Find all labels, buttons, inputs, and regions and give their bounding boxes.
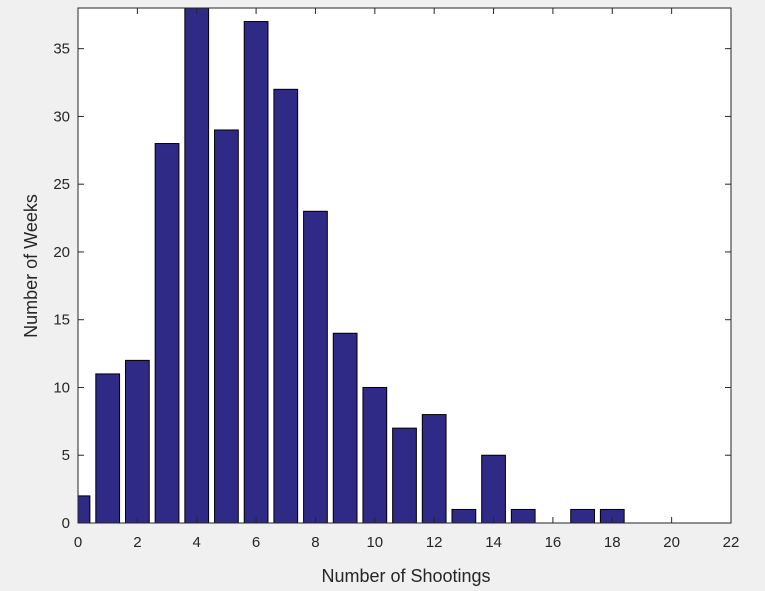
bar-0 xyxy=(77,495,91,524)
x-tick-label: 6 xyxy=(252,534,260,551)
bar-11 xyxy=(392,427,417,524)
bar-3 xyxy=(154,143,180,524)
bar-15 xyxy=(510,508,536,524)
x-tick-label: 14 xyxy=(485,534,502,551)
bar-7 xyxy=(273,88,299,524)
bar-1 xyxy=(95,373,121,524)
y-tick-label: 15 xyxy=(53,312,70,329)
ticks-group: 0 2 4 6 8 10 12 14 16 18 20 22 0 5 10 15 20 25 30 35 xyxy=(53,8,739,551)
x-tick-label: 4 xyxy=(193,534,201,551)
x-tick-label: 10 xyxy=(366,534,383,551)
x-tick-label: 8 xyxy=(311,534,319,551)
x-tick-label: 18 xyxy=(604,534,621,551)
bar-4 xyxy=(184,7,210,524)
x-tick-label: 0 xyxy=(74,534,82,551)
bar-12 xyxy=(421,414,447,524)
bar-8 xyxy=(303,210,328,524)
y-axis-label: Number of Weeks xyxy=(21,194,41,338)
x-axis-label: Number of Shootings xyxy=(321,566,490,586)
y-tick-label: 0 xyxy=(62,515,70,532)
x-tick-label: 20 xyxy=(663,534,680,551)
x-tick-label: 12 xyxy=(426,534,443,551)
bar-13 xyxy=(451,508,477,524)
bar-10 xyxy=(362,386,388,524)
y-tick-label: 10 xyxy=(53,379,70,396)
y-tick-label: 25 xyxy=(53,176,70,193)
y-tick-label: 35 xyxy=(53,41,70,58)
y-tick-label: 5 xyxy=(62,447,70,464)
bar-5 xyxy=(214,129,239,524)
bar-6 xyxy=(243,21,269,524)
y-tick-label: 30 xyxy=(53,108,70,125)
axes-box xyxy=(77,7,732,524)
x-tick-label: 2 xyxy=(133,534,141,551)
bars-group xyxy=(77,7,625,524)
x-tick-label: 16 xyxy=(545,534,562,551)
x-tick-label: 22 xyxy=(723,534,740,551)
y-tick-label: 20 xyxy=(53,244,70,261)
bar-17 xyxy=(570,508,595,524)
bar-9 xyxy=(332,332,358,524)
bar-14 xyxy=(481,454,506,524)
bar-2 xyxy=(124,359,150,524)
